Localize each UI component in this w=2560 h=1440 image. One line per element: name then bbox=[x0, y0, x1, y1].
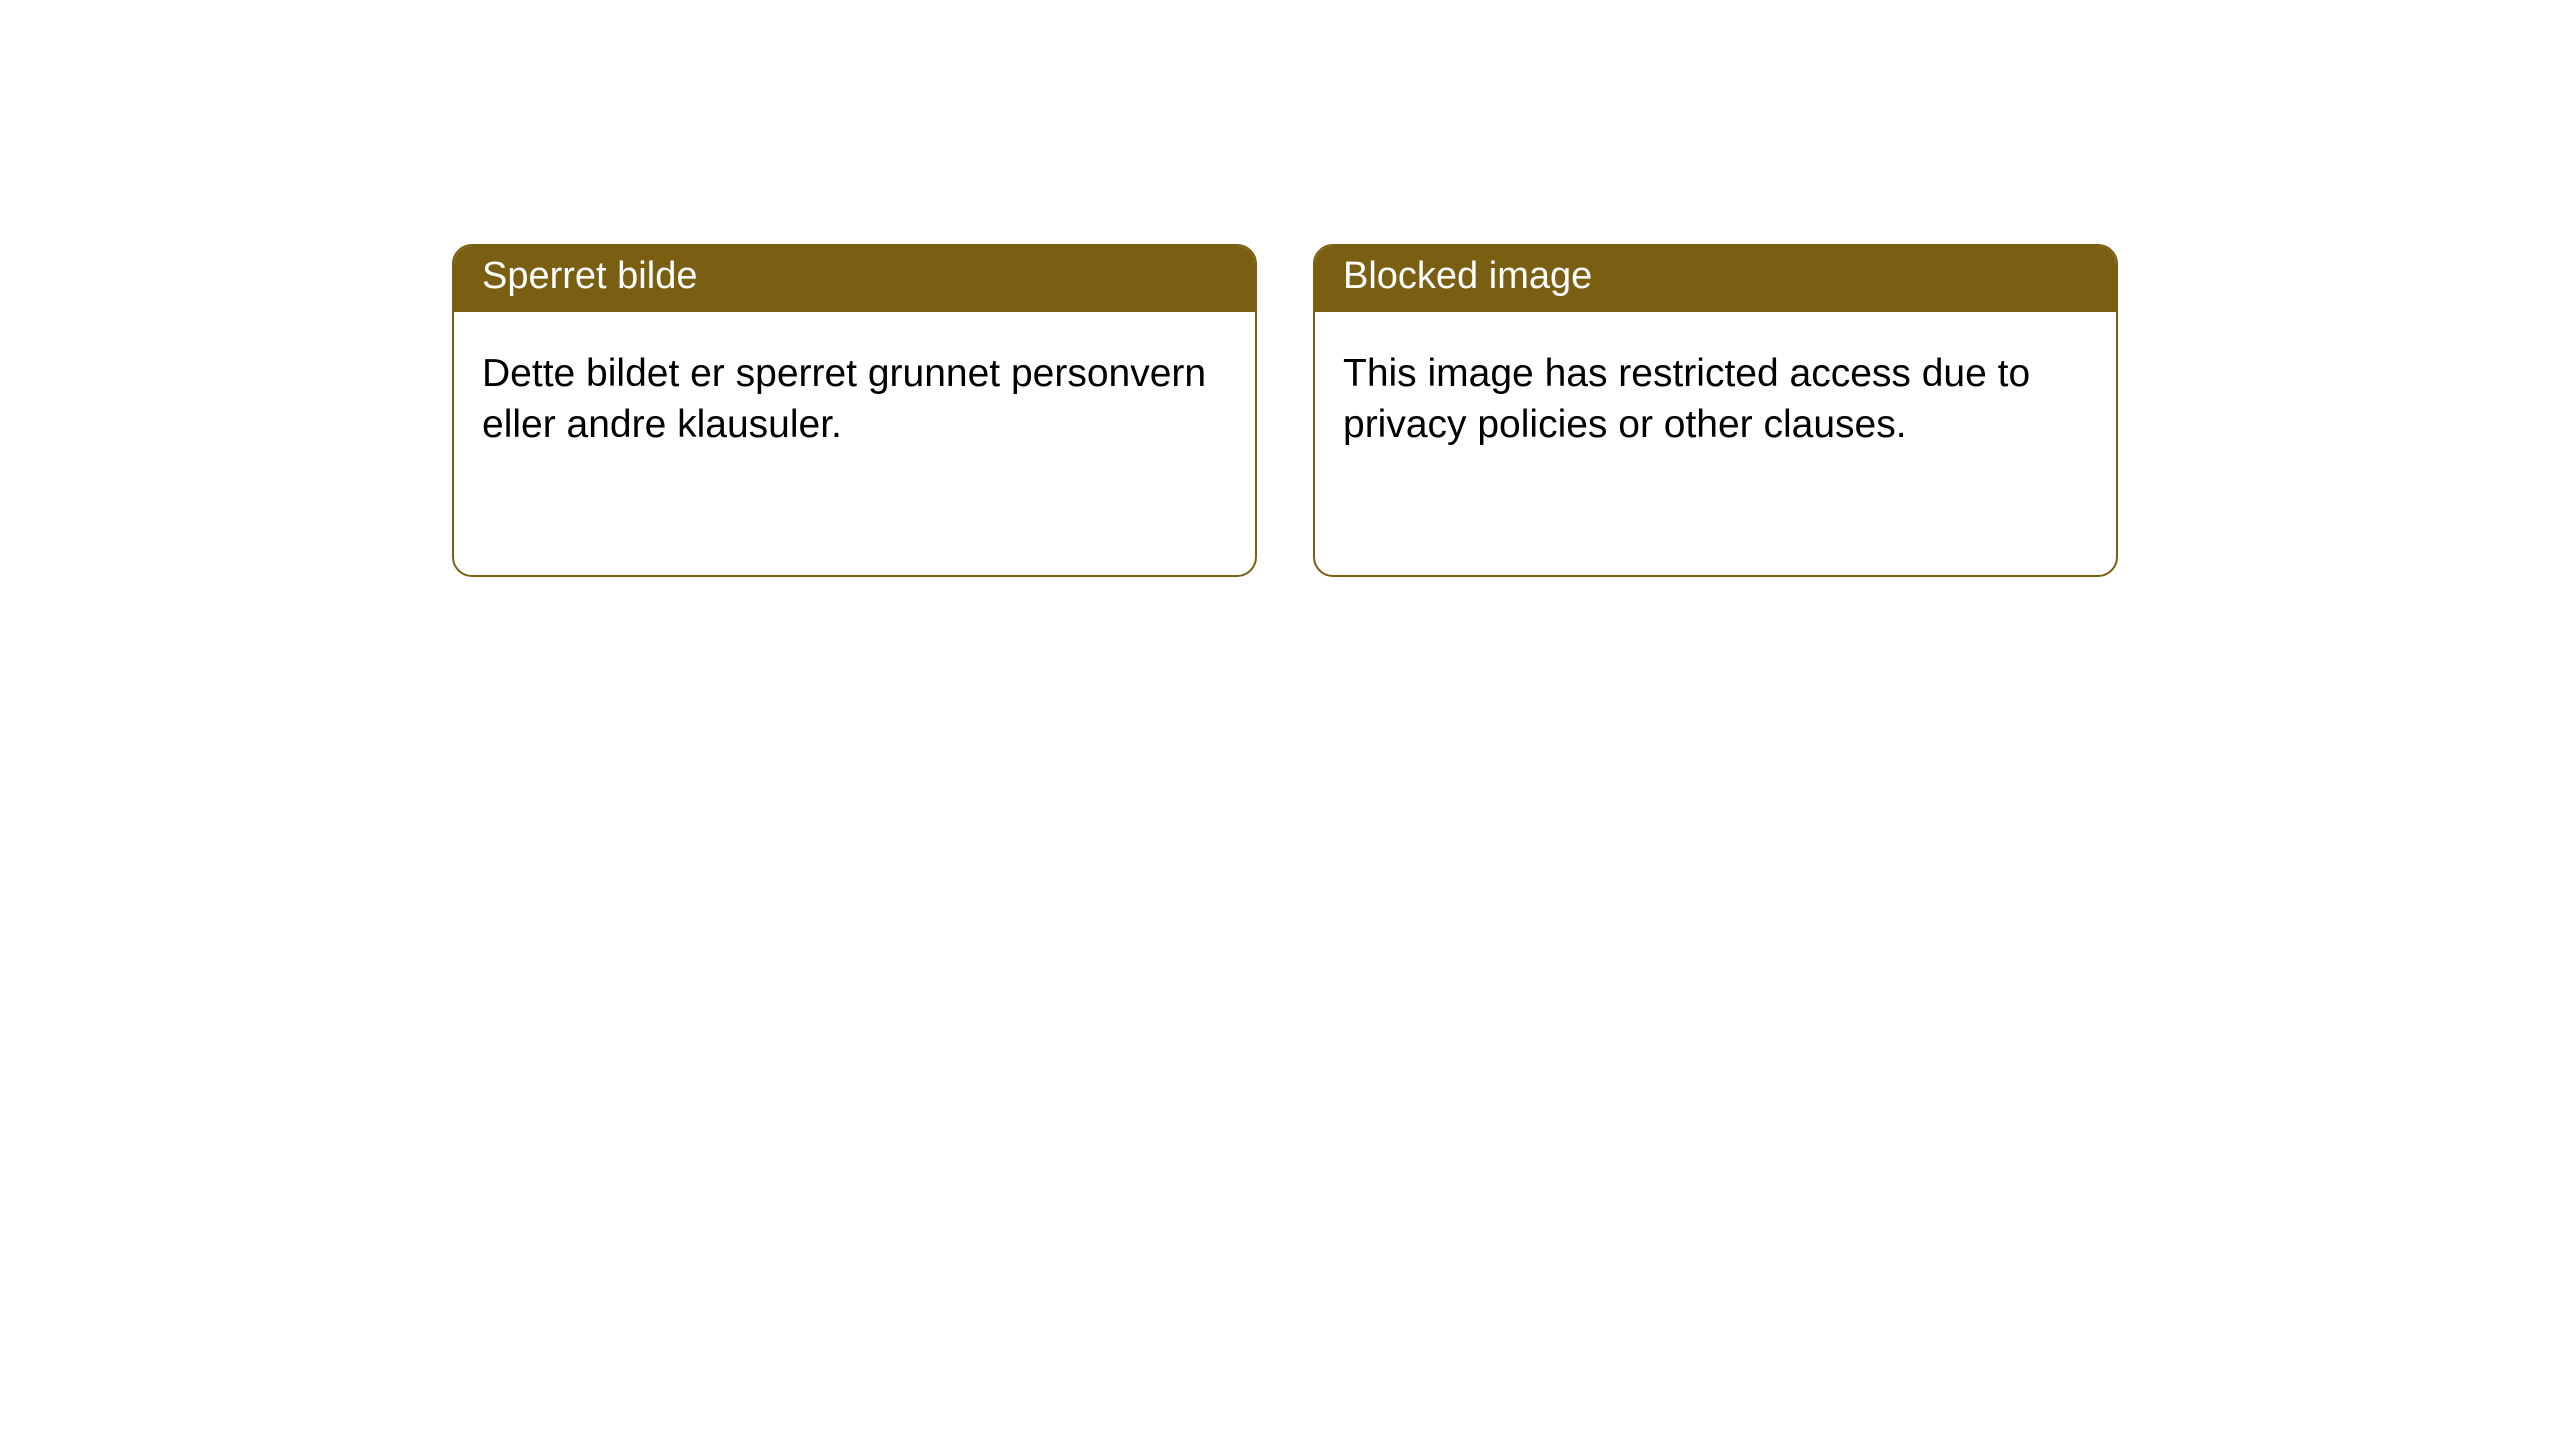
blocked-image-card-en: Blocked image This image has restricted … bbox=[1313, 244, 2118, 577]
blocked-image-card-no: Sperret bilde Dette bildet er sperret gr… bbox=[452, 244, 1257, 577]
card-body-no: Dette bildet er sperret grunnet personve… bbox=[454, 312, 1255, 479]
card-header-no: Sperret bilde bbox=[454, 246, 1255, 312]
card-body-en: This image has restricted access due to … bbox=[1315, 312, 2116, 479]
notice-container: Sperret bilde Dette bildet er sperret gr… bbox=[0, 0, 2560, 577]
card-header-en: Blocked image bbox=[1315, 246, 2116, 312]
